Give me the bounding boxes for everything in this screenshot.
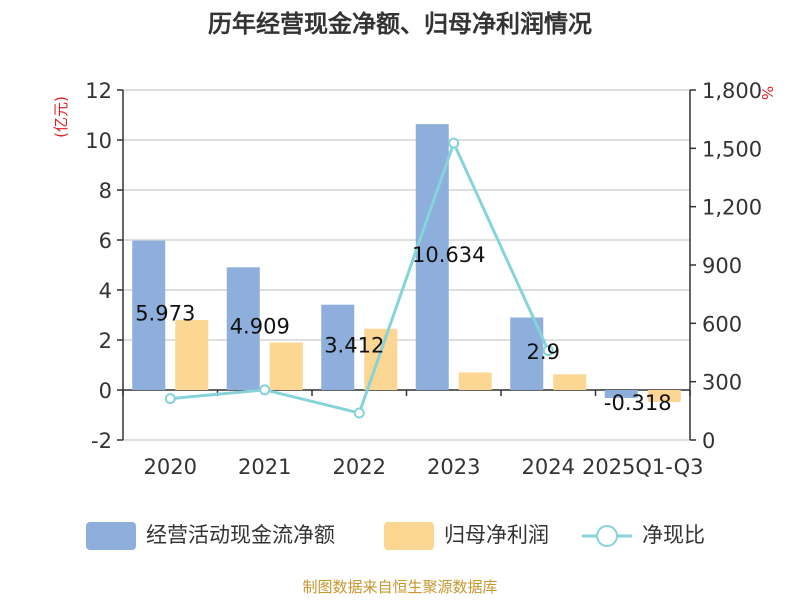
bar-net-profit xyxy=(647,390,681,402)
x-tick-label: 2020 xyxy=(144,455,197,479)
chart-title: 历年经营现金净额、归母净利润情况 xyxy=(208,10,592,38)
left-axis-unit: (亿元) xyxy=(52,96,70,138)
bar-series-net-profit xyxy=(175,320,681,402)
x-tick-label: 2022 xyxy=(333,455,386,479)
bar-cashflow xyxy=(604,390,638,398)
right-tick-label: 1,500 xyxy=(702,137,762,161)
x-tick-label: 2025Q1-Q3 xyxy=(582,455,704,479)
legend-swatch-cashflow xyxy=(86,522,136,550)
ratio-point xyxy=(353,407,365,419)
right-tick-label: 300 xyxy=(702,371,742,395)
legend-label-net-profit[interactable]: 归母净利润 xyxy=(444,523,549,547)
left-tick-label: 8 xyxy=(99,179,112,203)
bar-cashflow xyxy=(321,304,355,390)
right-tick-label: 1,800 xyxy=(702,79,762,103)
data-labels: 5.973 4.909 3.412 10.634 2.9 -0.318 xyxy=(135,243,671,415)
line-series-ratio xyxy=(164,137,554,419)
right-tick-label: 900 xyxy=(702,254,742,278)
left-tick-label: 10 xyxy=(85,129,112,153)
left-tick-label: 12 xyxy=(85,79,112,103)
bar-net-profit xyxy=(458,372,492,390)
x-tick-label: 2021 xyxy=(238,455,291,479)
ratio-point xyxy=(164,393,176,405)
legend-label-cashflow[interactable]: 经营活动现金流净额 xyxy=(146,523,335,547)
axes: -2 0 2 4 6 8 10 12 0 300 600 900 1,200 1,500 1,800 2020… xyxy=(85,79,762,479)
ratio-point xyxy=(542,345,554,357)
right-axis-unit: % xyxy=(758,86,776,100)
source-note: 制图数据来自恒生聚源数据库 xyxy=(302,578,497,596)
bar-net-profit xyxy=(553,374,587,390)
data-label-cashflow: 4.909 xyxy=(230,315,290,339)
ratio-point xyxy=(259,384,271,396)
left-tick-label: 6 xyxy=(99,229,112,253)
x-tick-label: 2024 xyxy=(522,455,575,479)
data-label-cashflow: 5.973 xyxy=(135,301,195,325)
x-tick-label: 2023 xyxy=(427,455,480,479)
data-label-cashflow: 3.412 xyxy=(324,333,384,357)
right-tick-label: 600 xyxy=(702,312,742,336)
left-tick-label: 2 xyxy=(99,329,112,353)
legend: 经营活动现金流净额 归母净利润 净现比 xyxy=(86,522,705,550)
legend-marker-ratio xyxy=(596,525,618,547)
right-tick-label: 0 xyxy=(702,429,715,453)
left-tick-label: 4 xyxy=(99,279,112,303)
bar-cashflow xyxy=(132,240,166,390)
data-label-cashflow: 2.9 xyxy=(527,340,560,364)
left-tick-label: 0 xyxy=(99,379,112,403)
legend-swatch-net-profit xyxy=(384,522,434,550)
bar-net-profit xyxy=(269,342,303,390)
bar-net-profit xyxy=(175,320,209,390)
bar-cashflow xyxy=(415,124,449,391)
data-label-cashflow: -0.318 xyxy=(604,391,672,415)
left-tick-label: -2 xyxy=(91,429,112,453)
right-tick-label: 1,200 xyxy=(702,196,762,220)
bar-cashflow xyxy=(226,267,260,390)
ratio-point xyxy=(448,137,460,149)
bar-series-cashflow xyxy=(132,124,638,398)
data-label-cashflow: 10.634 xyxy=(412,243,485,267)
legend-label-ratio[interactable]: 净现比 xyxy=(642,523,705,547)
